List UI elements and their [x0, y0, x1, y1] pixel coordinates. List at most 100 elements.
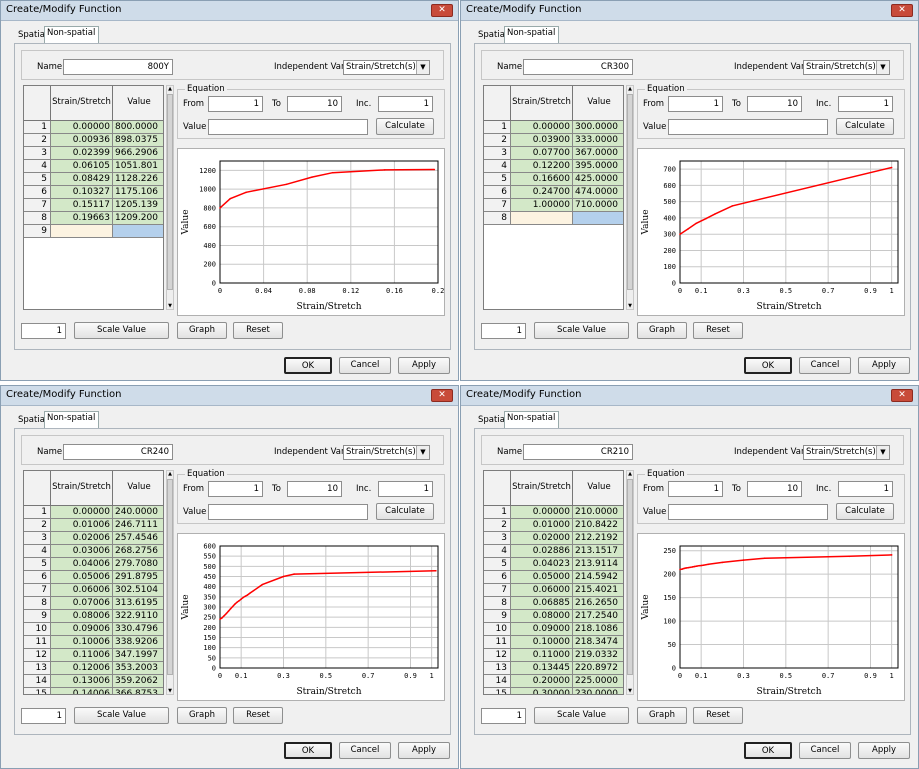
strain-column-header[interactable]: Strain/Stretch [51, 86, 113, 121]
value-cell[interactable]: 333.0000 [573, 134, 623, 147]
table-row[interactable]: 8 0.07006 313.6195 [24, 597, 163, 610]
calculate-button[interactable]: Calculate [836, 503, 894, 520]
cancel-button[interactable]: Cancel [799, 742, 851, 759]
value-cell[interactable]: 330.4796 [113, 623, 163, 636]
strain-column-header[interactable]: Strain/Stretch [511, 471, 573, 506]
close-icon[interactable]: ✕ [431, 4, 453, 17]
scroll-up-icon[interactable]: ▲ [168, 471, 172, 477]
strain-cell[interactable]: 0.10000 [511, 636, 573, 649]
value-cell[interactable]: 291.8795 [113, 571, 163, 584]
scale-value-button[interactable]: Scale Value [74, 707, 169, 724]
strain-cell[interactable]: 0.02399 [51, 147, 113, 160]
strain-cell[interactable]: 0.00000 [511, 506, 573, 519]
to-input[interactable]: 10 [287, 481, 342, 497]
value-column-header[interactable]: Value [113, 471, 163, 506]
inc-input[interactable]: 1 [838, 96, 893, 112]
tab-non-spatial[interactable]: Non-spatial [44, 411, 100, 428]
value-cell[interactable]: 710.0000 [573, 199, 623, 212]
strain-cell[interactable]: 0.05006 [51, 571, 113, 584]
scroll-down-icon[interactable]: ▼ [168, 688, 172, 694]
value-input[interactable] [668, 119, 828, 135]
table-row[interactable]: 2 0.01006 246.7111 [24, 519, 163, 532]
calculate-button[interactable]: Calculate [376, 503, 434, 520]
value-cell[interactable]: 347.1997 [113, 649, 163, 662]
reset-button[interactable]: Reset [233, 322, 283, 339]
strain-cell[interactable]: 0.16600 [511, 173, 573, 186]
strain-cell[interactable]: 0.00000 [51, 506, 113, 519]
calculate-button[interactable]: Calculate [376, 118, 434, 135]
strain-cell[interactable]: 0.06885 [511, 597, 573, 610]
scale-input[interactable]: 1 [21, 323, 66, 339]
from-input[interactable]: 1 [668, 481, 723, 497]
tab-spatial[interactable]: Spatial [18, 415, 48, 425]
independent-var-select[interactable]: Strain/Stretch(s) ▼ [343, 445, 430, 460]
value-cell[interactable]: 800.0000 [113, 121, 163, 134]
ok-button[interactable]: OK [744, 742, 792, 759]
table-row[interactable]: 6 0.24700 474.0000 [484, 186, 623, 199]
function-table[interactable]: Strain/Stretch Value 1 0.00000 240.0000 2 0.… [23, 470, 164, 695]
scrollbar-thumb[interactable] [627, 94, 633, 290]
value-cell[interactable]: 214.5942 [573, 571, 623, 584]
strain-cell[interactable]: 0.06105 [51, 160, 113, 173]
strain-cell[interactable]: 0.07006 [51, 597, 113, 610]
tab-non-spatial[interactable]: Non-spatial [504, 411, 560, 428]
value-column-header[interactable]: Value [573, 471, 623, 506]
reset-button[interactable]: Reset [693, 707, 743, 724]
value-cell[interactable]: 1175.106 [113, 186, 163, 199]
table-row[interactable]: 9 0.08000 217.2540 [484, 610, 623, 623]
value-column-header[interactable]: Value [573, 86, 623, 121]
strain-cell[interactable]: 0.09006 [51, 623, 113, 636]
value-cell[interactable]: 218.1086 [573, 623, 623, 636]
value-cell[interactable]: 367.0000 [573, 147, 623, 160]
strain-cell[interactable]: 0.24700 [511, 186, 573, 199]
strain-cell[interactable]: 0.11006 [51, 649, 113, 662]
graph-button[interactable]: Graph [637, 707, 687, 724]
reset-button[interactable]: Reset [693, 322, 743, 339]
apply-button[interactable]: Apply [858, 742, 910, 759]
value-cell[interactable]: 322.9110 [113, 610, 163, 623]
table-row[interactable]: 10 0.09000 218.1086 [484, 623, 623, 636]
table-row[interactable]: 14 0.13006 359.2062 [24, 675, 163, 688]
value-cell[interactable]: 474.0000 [573, 186, 623, 199]
value-cell[interactable]: 218.3474 [573, 636, 623, 649]
to-input[interactable]: 10 [747, 96, 802, 112]
table-row[interactable]: 7 1.00000 710.0000 [484, 199, 623, 212]
tab-spatial[interactable]: Spatial [478, 415, 508, 425]
scrollbar-thumb[interactable] [167, 479, 173, 675]
function-table[interactable]: Strain/Stretch Value 1 0.00000 210.0000 2 0.… [483, 470, 624, 695]
strain-cell[interactable]: 0.06006 [51, 584, 113, 597]
to-input[interactable]: 10 [747, 481, 802, 497]
table-row[interactable]: 14 0.20000 225.0000 [484, 675, 623, 688]
cancel-button[interactable]: Cancel [339, 357, 391, 374]
strain-column-header[interactable]: Strain/Stretch [51, 471, 113, 506]
table-row[interactable]: 11 0.10006 338.9206 [24, 636, 163, 649]
table-row[interactable]: 4 0.03006 268.2756 [24, 545, 163, 558]
table-row[interactable]: 5 0.04023 213.9114 [484, 558, 623, 571]
value-cell[interactable]: 240.0000 [113, 506, 163, 519]
strain-cell[interactable]: 0.12006 [51, 662, 113, 675]
value-cell[interactable]: 210.8422 [573, 519, 623, 532]
strain-cell[interactable]: 0.00000 [51, 121, 113, 134]
table-row[interactable]: 2 0.03900 333.0000 [484, 134, 623, 147]
function-table[interactable]: Strain/Stretch Value 1 0.00000 300.0000 2 0.… [483, 85, 624, 310]
value-cell[interactable]: 302.5104 [113, 584, 163, 597]
strain-cell[interactable]: 0.08000 [511, 610, 573, 623]
apply-button[interactable]: Apply [398, 357, 450, 374]
to-input[interactable]: 10 [287, 96, 342, 112]
strain-cell[interactable]: 0.09000 [511, 623, 573, 636]
value-cell[interactable]: 1051.801 [113, 160, 163, 173]
name-input[interactable]: CR240 [63, 444, 173, 460]
scroll-up-icon[interactable]: ▲ [628, 471, 632, 477]
strain-cell[interactable]: 0.08429 [51, 173, 113, 186]
name-input[interactable]: CR210 [523, 444, 633, 460]
value-cell[interactable]: 425.0000 [573, 173, 623, 186]
name-input[interactable]: 800Y [63, 59, 173, 75]
strain-cell[interactable]: 0.01000 [511, 519, 573, 532]
table-row[interactable]: 7 0.06006 302.5104 [24, 584, 163, 597]
value-cell[interactable]: 230.0000 [573, 688, 623, 694]
value-cell[interactable]: 353.2003 [113, 662, 163, 675]
value-cell[interactable]: 898.0375 [113, 134, 163, 147]
scale-input[interactable]: 1 [21, 708, 66, 724]
tab-non-spatial[interactable]: Non-spatial [504, 26, 560, 43]
value-cell[interactable]: 1209.200 [113, 212, 163, 225]
